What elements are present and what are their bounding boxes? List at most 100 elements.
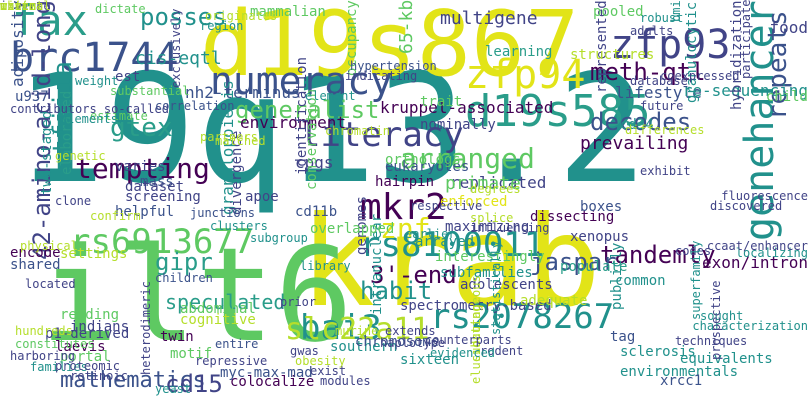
cloud-word: meth-qtl — [590, 58, 706, 86]
cloud-word: tempting — [75, 152, 210, 185]
cloud-word: influencing — [470, 221, 550, 235]
cloud-word: families — [30, 360, 88, 374]
cloud-word: indicating — [345, 69, 418, 83]
cloud-word: common — [615, 273, 666, 289]
cloud-word: minimal — [0, 0, 51, 13]
cloud-word: apoe — [245, 189, 279, 205]
cloud-word: structures — [570, 47, 655, 63]
cloud-word: entire — [215, 337, 259, 351]
cloud-word: gtex — [110, 113, 173, 143]
cloud-word: fax — [12, 0, 88, 45]
cloud-word: krab — [300, 190, 602, 335]
cloud-word: decodes — [590, 108, 692, 136]
cloud-word: indians — [70, 319, 130, 335]
cloud-word: children — [155, 271, 213, 285]
cloud-word: gipr — [155, 248, 213, 276]
cloud-word: cis-eqtl — [135, 48, 222, 69]
cloud-word: database — [630, 74, 688, 88]
cloud-word: motif — [170, 346, 213, 362]
cloud-word: conservation — [304, 88, 320, 190]
cloud-word: zfp93 — [610, 22, 731, 68]
cloud-word: inverse — [0, 0, 51, 13]
cloud-word: ilt6 — [40, 219, 354, 371]
cloud-word: rs2078267 — [430, 297, 615, 337]
cloud-word: prevailing — [580, 133, 689, 154]
cloud-word: differences — [625, 123, 705, 137]
cloud-word: characterization — [692, 319, 808, 333]
cloud-word: znf — [380, 212, 431, 245]
cloud-word: sought — [700, 309, 744, 323]
cloud-word: helpful — [115, 204, 175, 220]
cloud-word: mass — [140, 174, 174, 190]
cloud-word: cd15 — [165, 370, 223, 398]
cloud-word: two-staged — [39, 110, 55, 195]
cloud-word: substantial — [110, 84, 190, 98]
cloud-word: hundreds — [15, 324, 73, 338]
cloud-word: cd11b — [295, 204, 338, 220]
cloud-word: matched — [215, 134, 266, 148]
cloud-word: 3'-end — [370, 261, 457, 289]
cloud-word: exist — [310, 364, 347, 378]
cloud-word: future — [640, 99, 684, 113]
cloud-word: screening — [125, 189, 201, 205]
cloud-word: child — [765, 89, 808, 105]
cloud-word: statistically — [489, 241, 503, 335]
cloud-word: rs8100011 — [360, 225, 545, 265]
cloud-word: gwas — [290, 344, 319, 358]
cloud-word: cpgs — [295, 153, 334, 172]
cloud-word: jaspar — [530, 248, 617, 276]
cloud-word: xenopus — [570, 229, 630, 245]
cloud-word: sclerosis — [620, 344, 696, 360]
cloud-word: p1-derived — [45, 326, 130, 342]
cloud-word: speculated — [165, 290, 286, 314]
cloud-word: murine — [335, 324, 379, 338]
cloud-word: partners — [200, 130, 258, 144]
cloud-word: prospective — [709, 280, 723, 360]
cloud-word: clusters — [210, 219, 268, 233]
cloud-word: confirm — [90, 209, 141, 223]
cloud-word: arranged — [400, 142, 535, 175]
cloud-word: environment — [240, 113, 346, 132]
cloud-word: chromatin — [325, 124, 391, 138]
cloud-word: harboring — [10, 349, 76, 363]
cloud-word: bai3 — [300, 308, 382, 348]
cloud-word: genetic — [55, 149, 106, 163]
cloud-word: weight — [75, 74, 119, 88]
cloud-word: coexpressed — [660, 69, 740, 83]
cloud-word: replicated — [450, 173, 547, 192]
cloud-word: hypertension — [350, 59, 437, 73]
cloud-word: region — [200, 19, 244, 33]
cloud-word: codes — [675, 244, 712, 258]
cloud-word: kruppel-associated — [380, 98, 554, 117]
cloud-word: subfamilies — [440, 265, 533, 281]
cloud-word: eukaryotes — [385, 159, 470, 175]
cloud-word: fluorescence — [721, 189, 808, 203]
cloud-word: prior — [280, 295, 317, 309]
cloud-word: modules — [320, 374, 371, 388]
cloud-word: southern — [330, 339, 398, 355]
cloud-word: laevis — [55, 339, 106, 355]
cloud-word: numeracy — [210, 59, 394, 103]
cloud-word: obesity — [295, 354, 346, 368]
cloud-word: exon/intron — [702, 253, 808, 272]
cloud-word: bmi — [669, 0, 683, 22]
cloud-word: d19s585 — [465, 86, 651, 137]
cloud-word: mammalian — [250, 4, 326, 20]
cloud-word: primate — [445, 173, 521, 194]
cloud-word: adiposity — [8, 0, 27, 87]
cloud-word: arrayed — [415, 234, 475, 250]
cloud-word: environmentals — [620, 364, 739, 380]
cloud-word: learning — [485, 44, 553, 60]
cloud-word: enforced — [440, 194, 508, 210]
cloud-word: sixteen — [400, 352, 460, 368]
cloud-word: equivalents — [680, 351, 773, 367]
cloud-word: retinoic — [70, 369, 128, 383]
cloud-word: nominally — [420, 117, 496, 133]
cloud-word: correlation — [155, 99, 235, 113]
cloud-word: overlapped — [310, 221, 395, 237]
cloud-word: maximizing — [445, 219, 530, 235]
cloud-word: clone — [55, 194, 92, 208]
cloud-word: literacy — [300, 115, 464, 155]
cloud-word: respective — [410, 199, 483, 213]
cloud-word: mathematics — [60, 368, 206, 393]
